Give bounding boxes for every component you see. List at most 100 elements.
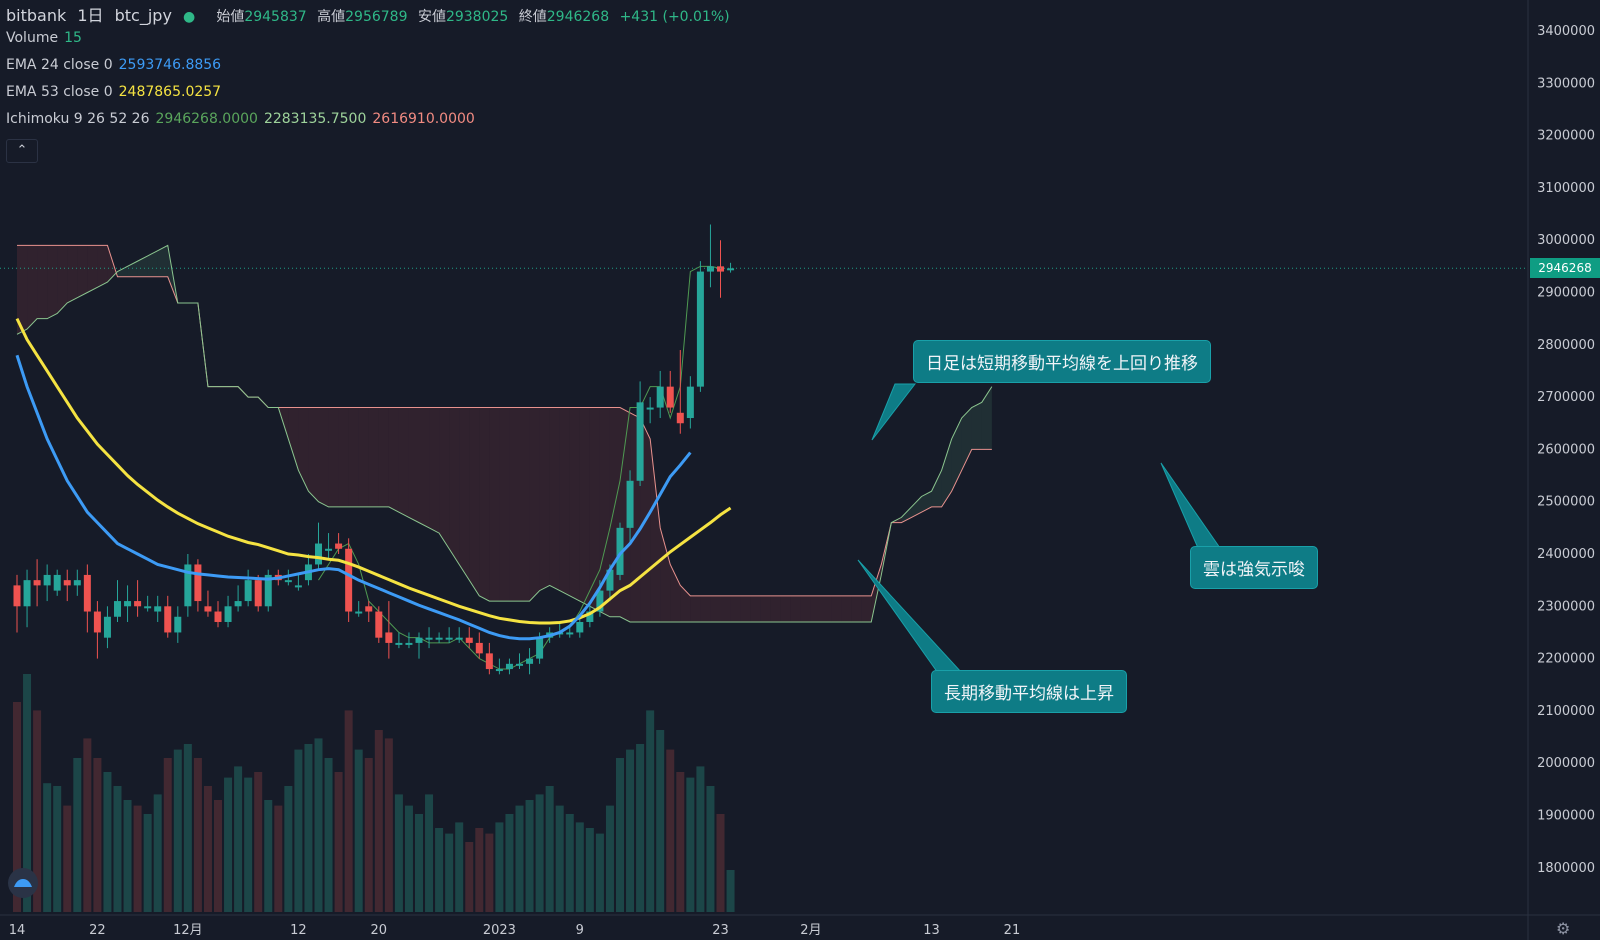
ema53-legend[interactable]: EMA 53 close 0 2487865.0257	[6, 84, 227, 100]
candle-body	[345, 548, 353, 612]
volume-bar	[505, 814, 514, 912]
y-tick-label: 3300000	[1537, 76, 1595, 91]
ema53-line	[15, 318, 732, 625]
volume-bar	[435, 828, 444, 912]
candle-body	[63, 580, 71, 586]
candle-body	[93, 611, 101, 633]
candle-body	[516, 663, 523, 666]
cloud-segment	[599, 407, 610, 617]
volume-bar	[163, 758, 172, 912]
x-tick-label: 2月	[800, 923, 821, 938]
volume-bar	[314, 738, 323, 912]
candle-body	[505, 663, 513, 670]
cloud-segment	[127, 261, 138, 277]
x-tick-label: 21	[1004, 923, 1021, 938]
volume-bar	[224, 777, 233, 912]
cloud-segment	[931, 470, 942, 507]
volume-bar	[646, 710, 655, 912]
cloud-span-b-line	[16, 244, 993, 623]
chevron-up-icon[interactable]: ⌃	[6, 139, 38, 163]
symbol-name[interactable]: btc_jpy	[114, 6, 172, 25]
volume-bar	[244, 777, 253, 912]
cloud-segment	[670, 564, 681, 622]
cloud-segment	[429, 407, 440, 534]
cloud-segment	[499, 407, 510, 602]
volume-bar	[616, 758, 624, 912]
candle-body	[154, 606, 162, 612]
x-tick-label: 13	[923, 923, 940, 938]
cloud-segment	[388, 407, 399, 513]
cloud-segment	[800, 595, 811, 622]
cloud-segment	[137, 255, 148, 277]
cloud-segment	[971, 402, 982, 450]
volume-bar	[535, 794, 544, 912]
volume-bar	[666, 749, 675, 912]
cloud-segment	[921, 491, 932, 513]
volume-bar	[515, 805, 524, 912]
cloud-segment	[57, 245, 68, 314]
cloud-segment	[529, 407, 540, 602]
open-value: 2945837	[244, 9, 307, 25]
candle-body	[475, 642, 483, 654]
cloud-segment	[479, 407, 490, 602]
candle-body	[526, 658, 534, 664]
cloud-segment	[97, 245, 108, 288]
y-tick-label: 2700000	[1537, 390, 1595, 405]
volume-bar	[203, 786, 212, 912]
candle-body	[435, 637, 443, 640]
volume-bar	[264, 800, 273, 912]
volume-bar	[234, 766, 243, 912]
candle-body	[385, 632, 393, 643]
candle-body	[576, 621, 584, 633]
cloud-segment	[770, 595, 781, 622]
volume-bar	[33, 710, 42, 912]
volume-label: Volume	[6, 30, 59, 46]
interval-label[interactable]: 1日	[77, 6, 104, 25]
cloud-segment	[750, 595, 761, 622]
candle-body	[335, 543, 343, 549]
ema24-legend[interactable]: EMA 24 close 0 2593746.8856	[6, 57, 227, 73]
candle-body	[134, 601, 142, 607]
candle-body	[727, 268, 735, 271]
cloud-segment	[680, 585, 691, 622]
cloud-segment	[459, 407, 470, 581]
ema53-label: EMA 53 close 0	[6, 84, 113, 100]
high-label: 高値	[317, 9, 346, 25]
volume-bar	[53, 786, 62, 912]
volume-legend[interactable]: Volume 15	[6, 30, 88, 46]
volume-bar	[173, 749, 182, 912]
x-tick-label: 9	[576, 923, 584, 938]
volume-bar	[525, 800, 534, 912]
volume-bar	[585, 828, 594, 912]
volume-bar	[545, 786, 554, 912]
cloud-segment	[981, 386, 992, 450]
y-tick-label: 3100000	[1537, 181, 1595, 196]
tradingview-logo-icon[interactable]	[8, 868, 38, 898]
volume-bar	[555, 805, 564, 912]
ichimoku-label: Ichimoku 9 26 52 26	[6, 111, 150, 127]
candle-body	[495, 669, 503, 672]
cloud-segment	[700, 595, 711, 622]
candle-body	[717, 266, 724, 272]
cloud-segment	[821, 595, 832, 622]
volume-bar	[686, 777, 695, 912]
cloud-segment	[740, 595, 751, 622]
cloud-segment	[650, 438, 661, 622]
symbol-legend: bitbank 1日 btc_jpy ● 始値2945837 高値2956789…	[6, 2, 742, 26]
cloud-segment	[790, 595, 801, 622]
volume-bar	[113, 786, 122, 912]
volume-bar	[565, 814, 574, 912]
cloud-segment	[559, 407, 570, 596]
candle-body	[395, 642, 403, 645]
cloud-segment	[851, 595, 862, 622]
gear-icon[interactable]: ⚙	[1556, 919, 1571, 938]
ichimoku-legend[interactable]: Ichimoku 9 26 52 26 2946268.0000 2283135.7…	[6, 111, 481, 127]
market-status-icon: ●	[183, 9, 196, 25]
cloud-segment	[469, 407, 480, 596]
candle-body	[616, 527, 624, 575]
volume-bar	[404, 805, 413, 912]
y-tick-label: 1800000	[1537, 861, 1595, 876]
ema24-label: EMA 24 close 0	[6, 57, 113, 73]
candle-body	[174, 616, 182, 633]
